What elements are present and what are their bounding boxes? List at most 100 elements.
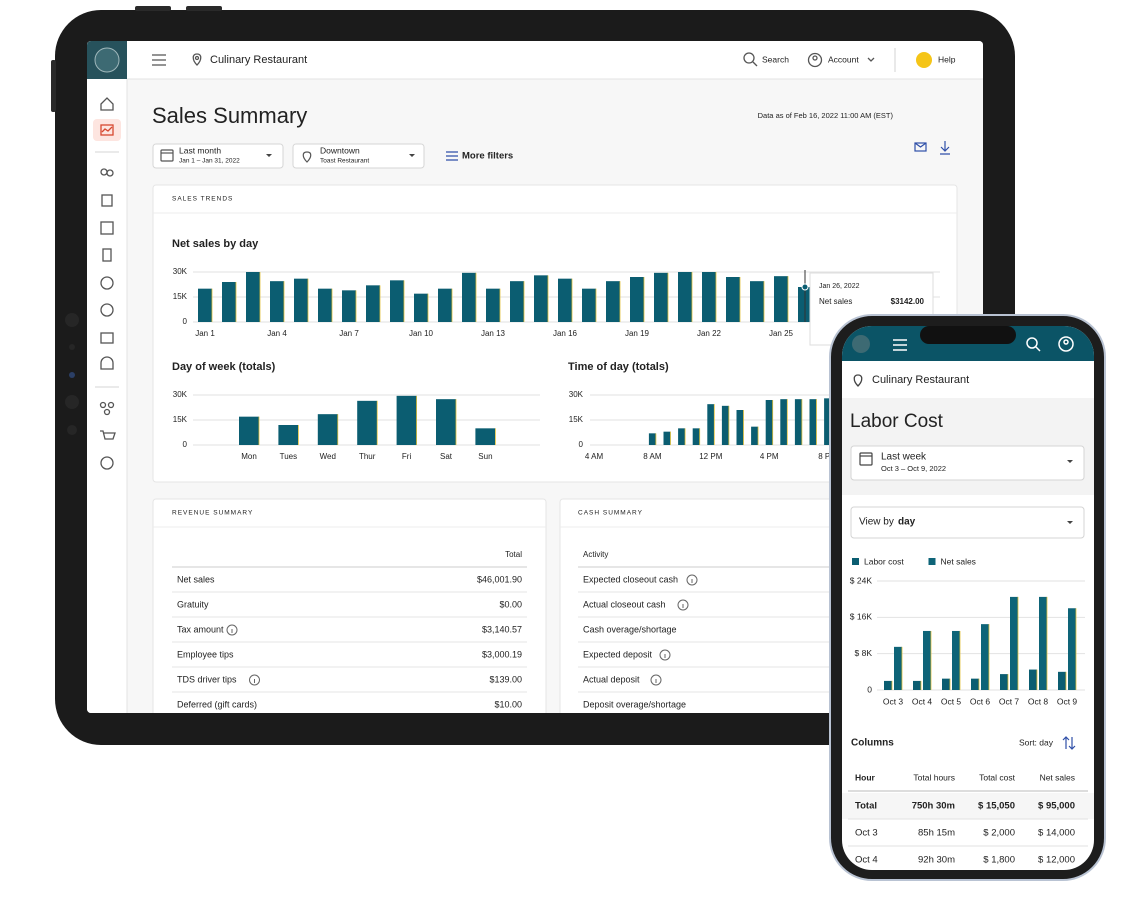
date-filter[interactable] (152, 143, 284, 169)
bar (198, 288, 212, 322)
y-tick-label: 30K (173, 390, 188, 399)
filter-sub: Jan 1 – Jan 31, 2022 (179, 158, 240, 165)
tablet-button (135, 6, 171, 11)
bar (357, 400, 378, 445)
x-tick-label: Jan 1 (195, 329, 215, 338)
total-row (842, 793, 1094, 819)
filter-sub: Toast Restaurant (320, 158, 369, 165)
y-tick-label: 15K (173, 415, 188, 424)
bar (721, 405, 729, 445)
filter-icons (160, 141, 950, 163)
filter-label: Last month (179, 145, 221, 155)
logo-mark (94, 47, 120, 73)
info-icon (659, 649, 671, 661)
date-filter[interactable] (850, 445, 1085, 481)
y-tick-label: $ 16K (850, 612, 873, 622)
bar (1068, 608, 1076, 690)
row-value: $139.00 (489, 674, 522, 684)
bar (1058, 671, 1066, 690)
row-name: Net sales (177, 574, 215, 584)
bar (246, 272, 260, 322)
row-name: TDS driver tips (177, 674, 237, 684)
bar (606, 281, 620, 322)
bar (750, 281, 764, 322)
revenue-card (152, 498, 547, 713)
bar (510, 281, 524, 322)
table-cell: 85h 15m (918, 828, 955, 839)
bar (913, 680, 921, 690)
legend-swatch (852, 558, 859, 565)
row-value: $10.00 (494, 699, 522, 709)
bar (390, 280, 404, 322)
bar (582, 288, 596, 322)
account: Account (828, 54, 859, 64)
view-by-select[interactable] (850, 506, 1085, 539)
help: Help (938, 54, 956, 64)
location-filter[interactable] (292, 143, 425, 169)
x-tick-label: Tues (280, 452, 298, 461)
bar (692, 428, 700, 445)
table-cell: $ 95,000 (1038, 801, 1075, 812)
tooltip-value: $3142.00 (891, 297, 925, 306)
bar (702, 272, 716, 322)
y-tick-label: 30K (173, 267, 188, 276)
table-cell: $ 15,050 (978, 801, 1015, 812)
bar (1039, 596, 1047, 690)
table-cell: $ 12,000 (1038, 855, 1075, 866)
sidebar-icons (93, 97, 121, 470)
y-tick-label: 0 (579, 440, 584, 449)
more-filters: More filters (462, 151, 513, 162)
x-tick-label: 12 PM (699, 452, 722, 461)
row-value: $0.00 (499, 599, 522, 609)
x-tick-label: Oct 5 (941, 696, 962, 706)
info-icon (650, 674, 662, 686)
sort-label: Sort: day (1019, 737, 1054, 747)
bar (971, 678, 979, 690)
row-name: Cash overage/shortage (583, 624, 677, 634)
bar (239, 416, 259, 445)
column-header: Total cost (979, 772, 1016, 782)
row-name: Deferred (gift cards) (177, 699, 257, 709)
x-tick-label: Wed (320, 452, 336, 461)
tooltip-date: Jan 26, 2022 (819, 283, 860, 290)
filter-label: Last week (881, 452, 927, 463)
table-cell: 750h 30m (912, 801, 955, 812)
row-name: Deposit overage/shortage (583, 699, 686, 709)
bar (366, 285, 380, 322)
bar (894, 646, 902, 690)
search: Search (762, 54, 789, 64)
x-tick-label: Jan 19 (625, 329, 650, 338)
bar (317, 414, 338, 445)
top-bar (87, 41, 983, 79)
bar (952, 630, 960, 690)
x-tick-label: Sun (478, 452, 492, 461)
bar (780, 399, 788, 445)
section-label: REVENUE SUMMARY (172, 510, 253, 517)
bar (1010, 596, 1018, 690)
hover-dot (801, 283, 809, 291)
table-cell: $ 14,000 (1038, 828, 1075, 839)
info-icon (226, 624, 238, 636)
view-by-value: day (898, 517, 916, 528)
bar (534, 275, 548, 322)
notch (920, 326, 1016, 344)
table-cell: Total (855, 801, 877, 812)
x-tick-label: Jan 13 (481, 329, 506, 338)
x-tick-label: Mon (241, 452, 257, 461)
y-tick-label: $ 24K (850, 575, 873, 585)
chart-title: Time of day (totals) (568, 361, 669, 373)
bar (270, 281, 284, 322)
bar (923, 630, 931, 690)
column-header: Total hours (913, 772, 955, 782)
legend-label: Labor cost (864, 556, 904, 566)
bar (794, 399, 802, 445)
table-cell: Oct 3 (855, 828, 878, 839)
x-tick-label: Jan 7 (339, 329, 359, 338)
bar (751, 426, 759, 445)
columns-button[interactable]: Columns (851, 738, 894, 749)
bar (278, 425, 299, 445)
phone-icons (859, 452, 1076, 750)
column-header: Hour (855, 772, 876, 782)
